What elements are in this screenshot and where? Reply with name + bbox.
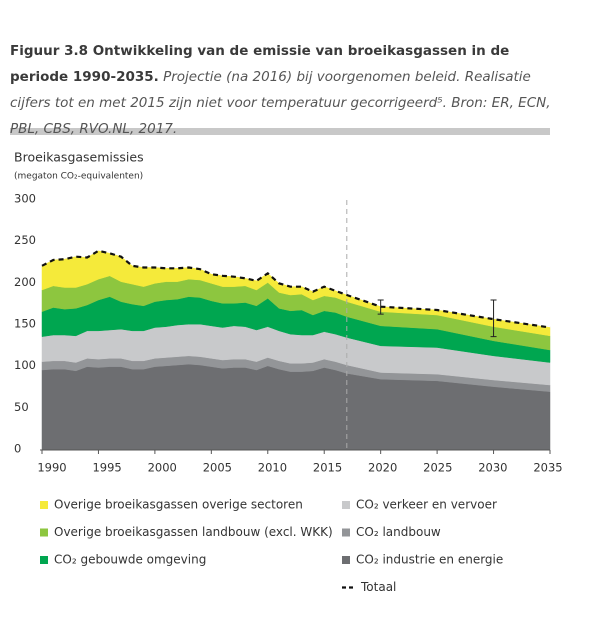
x-tick-label: 1990 xyxy=(37,461,66,475)
legend-label: Overige broeikasgassen overige sectoren xyxy=(54,498,303,512)
x-tick-label: 2020 xyxy=(368,461,397,475)
x-tick-label: 2025 xyxy=(423,461,452,475)
legend-swatch xyxy=(342,528,350,537)
legend-label: CO₂ gebouwde omgeving xyxy=(54,553,206,567)
y-tick-label: 0 xyxy=(14,442,21,456)
y-tick-label: 250 xyxy=(14,233,36,247)
x-tick-label: 2010 xyxy=(258,461,287,475)
x-tick-label: 2000 xyxy=(148,461,177,475)
error-bar xyxy=(377,299,384,315)
x-tick-label: 2035 xyxy=(533,461,562,475)
header: Figuur 3.8 Ontwikkeling van de emissie v… xyxy=(10,38,570,142)
legend-label: CO₂ verkeer en vervoer xyxy=(356,498,497,512)
total-line xyxy=(41,249,551,329)
subtitle: Projectie (na 2016) bij voorgenomen bele… xyxy=(10,69,551,137)
legend-swatch xyxy=(40,556,48,564)
x-tick-label: 1995 xyxy=(92,461,121,475)
y-tick-label: 100 xyxy=(14,358,36,372)
axis-label: Broeikasgasemissies xyxy=(14,150,144,165)
axis-unit: (megaton CO₂-equivalenten) xyxy=(14,172,143,182)
legend-swatch xyxy=(342,501,350,509)
y-tick-label: 50 xyxy=(14,400,29,414)
legend-label: Overige broeikasgassen landbouw (excl. W… xyxy=(54,525,333,539)
error-bar xyxy=(490,299,497,338)
legend-swatch xyxy=(40,528,48,537)
legend-swatch xyxy=(40,501,48,509)
legend-label: CO₂ industrie en energie xyxy=(356,553,503,567)
x-tick-label: 2005 xyxy=(203,461,232,475)
x-tick-label: 2015 xyxy=(313,461,342,475)
y-tick-label: 300 xyxy=(14,192,36,206)
legend-label: Totaal xyxy=(360,580,396,594)
title: Figuur 3.8 Ontwikkeling van de emissie v… xyxy=(10,43,510,85)
legend-swatch xyxy=(342,556,350,564)
legend-label: CO₂ landbouw xyxy=(356,525,441,539)
x-tick-label: 2030 xyxy=(478,461,507,475)
y-tick-label: 200 xyxy=(14,275,36,289)
y-tick-label: 150 xyxy=(14,317,36,331)
header-rule xyxy=(10,128,550,135)
